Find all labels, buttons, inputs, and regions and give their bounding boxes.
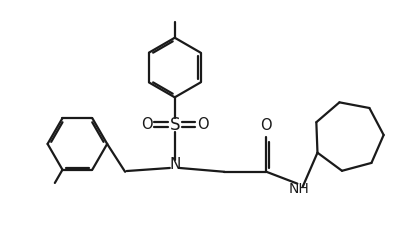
Text: O: O <box>261 118 272 133</box>
Text: NH: NH <box>289 182 309 196</box>
Text: O: O <box>197 117 208 132</box>
Text: O: O <box>141 117 153 132</box>
Text: S: S <box>170 116 180 134</box>
Text: N: N <box>169 158 181 172</box>
